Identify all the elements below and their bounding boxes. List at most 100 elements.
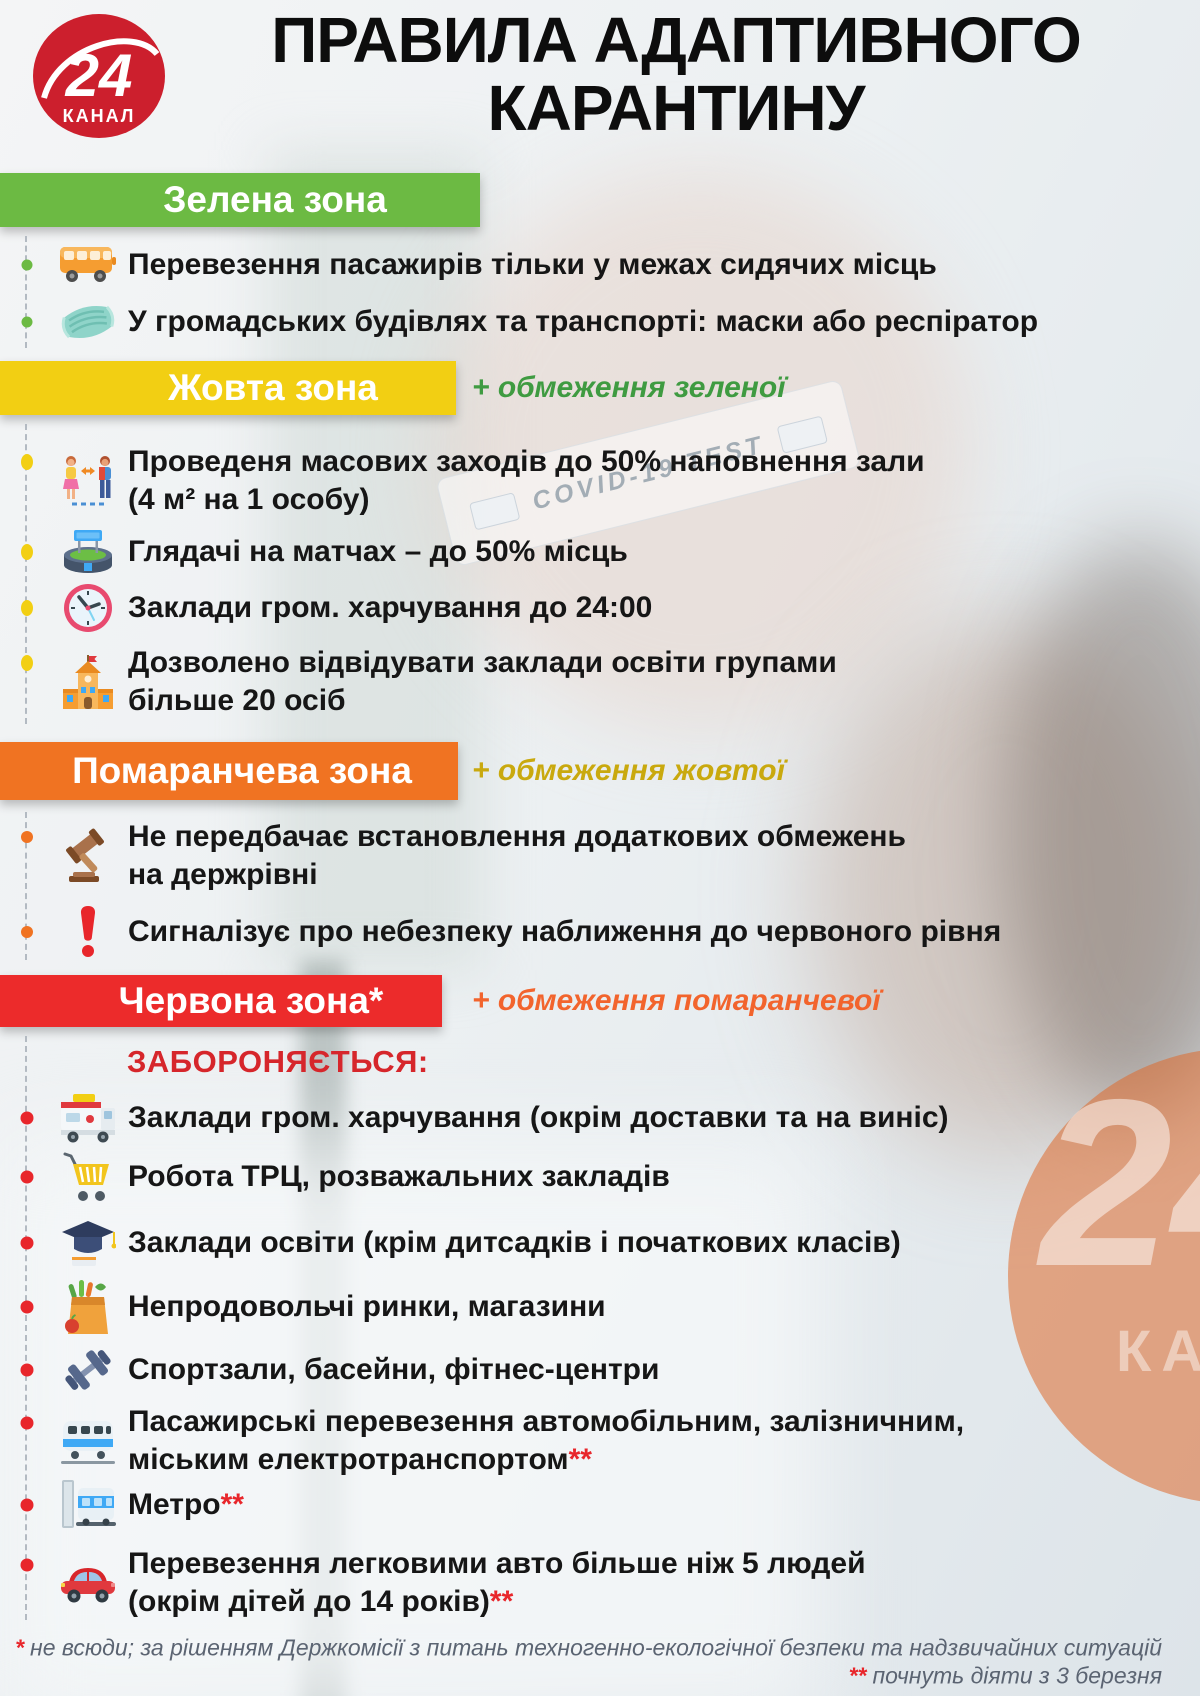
food-truck-icon [48, 1092, 128, 1144]
rule-text: Дозволено відвідувати заклади освіти гру… [128, 646, 837, 679]
asterisk-marker: ** [489, 1585, 514, 1618]
zone-rail-red [25, 1036, 27, 1620]
bullet-dot [21, 454, 33, 470]
zone-title-orange: Помаранчева зона [72, 750, 412, 791]
rule-item: Непродовольчі ринки, магазини [48, 1278, 1186, 1336]
rule-item: Не передбачає встановлення додаткових об… [48, 818, 1186, 894]
watermark-kanal: КАНАЛ [1116, 1319, 1200, 1384]
zone-banner-red: Червона зона* [0, 975, 442, 1027]
logo-swoosh [41, 38, 160, 99]
school-icon [48, 653, 128, 711]
rule-item: Перевезення легковими авто більше ніж 5 … [48, 1545, 1186, 1621]
watermark-24: 24 [1040, 1051, 1200, 1316]
rule-text: Пасажирські перевезення автомобільним, з… [128, 1405, 965, 1438]
bullet-dot [20, 1170, 34, 1184]
rule-item: Заклади освіти (крім дитсадків і початко… [48, 1217, 1186, 1269]
graduation-cap-icon [48, 1217, 128, 1269]
zone-note-yellow: + обмеження зеленої [472, 371, 786, 404]
bullet-dot [20, 1498, 34, 1512]
rule-text: Заклади освіти (крім дитсадків і початко… [128, 1226, 901, 1259]
clock-icon [48, 582, 128, 634]
logo-label: КАНАЛ [63, 106, 136, 126]
rule-item: Метро** [48, 1478, 1186, 1532]
rule-item: Глядачі на матчах – до 50% місць [48, 527, 1186, 577]
rule-text: на держрівні [128, 858, 318, 891]
shopping-cart-icon [48, 1151, 128, 1203]
rule-text: Глядачі на матчах – до 50% місць [128, 535, 628, 568]
footnote-double-asterisk: ** почнуть діяти з 3 березня [848, 1662, 1162, 1689]
dumbbell-icon [48, 1342, 128, 1398]
background-face-blob [810, 620, 1200, 1160]
rule-item: Заклади гром. харчування (окрім доставки… [48, 1092, 1186, 1144]
bullet-dot [21, 316, 33, 328]
bullet-dot [21, 655, 33, 671]
exclamation-icon [48, 904, 128, 960]
bullet-dot [20, 1363, 34, 1377]
rule-text: більше 20 осіб [128, 684, 346, 717]
rule-text: Спортзали, басейни, фітнес-центри [128, 1353, 660, 1386]
bullet-dot [21, 259, 33, 271]
rule-text: Заклади гром. харчування до 24:00 [128, 591, 653, 624]
rule-item: Дозволено відвідувати заклади освіти гру… [48, 644, 1186, 720]
social-distance-icon [48, 453, 128, 509]
zone-title-green: Зелена зона [163, 179, 387, 220]
rule-item: Перевезення пасажирів тільки у межах сид… [48, 243, 1186, 287]
background-glass-band [268, 150, 483, 970]
bullet-dot [20, 1300, 34, 1314]
page-title-line1: ПРАВИЛА АДАПТИВНОГО [271, 4, 1082, 76]
asterisk-marker: * [15, 1634, 25, 1661]
zone-title-yellow: Жовта зона [168, 367, 378, 408]
bullet-dot [21, 544, 33, 560]
grocery-bag-icon [48, 1278, 128, 1336]
rule-item: У громадських будівлях та транспорті: ма… [48, 298, 1186, 346]
bullet-dot [20, 1416, 34, 1430]
rule-item: Пасажирські перевезення автомобільним, з… [48, 1403, 1186, 1479]
zone-note-red: + обмеження помаранчевої [472, 984, 881, 1017]
channel-24-logo: 24 КАНАЛ [28, 12, 170, 145]
car-icon [48, 1560, 128, 1606]
zone-banner-green: Зелена зона [0, 173, 480, 227]
medical-mask-icon [48, 298, 128, 346]
rule-text: Не передбачає встановлення додаткових об… [128, 820, 906, 853]
rule-text: (4 м² на 1 особу) [128, 483, 370, 516]
bullet-dot [20, 1236, 34, 1250]
rule-item: Сигналізує про небезпеку наближення до ч… [48, 904, 1186, 960]
page-title-line2: КАРАНТИНУ [487, 72, 866, 144]
asterisk-marker: ** [568, 1443, 592, 1476]
rule-text: Сигналізує про небезпеку наближення до ч… [128, 915, 1002, 948]
rule-text: Робота ТРЦ, розважальних закладів [128, 1160, 670, 1193]
bullet-dot [20, 1558, 34, 1572]
logo-number: 24 [65, 42, 133, 109]
rule-item: Спортзали, басейни, фітнес-центри [48, 1342, 1186, 1398]
page-title: ПРАВИЛА АДАПТИВНОГО КАРАНТИНУ [170, 6, 1182, 142]
zone-rail-yellow [25, 424, 27, 724]
rule-text: (окрім дітей до 14 років) [128, 1585, 490, 1618]
zone-note-orange: + обмеження жовтої [472, 754, 785, 787]
footnote-single-asterisk: * не всюди; за рішенням Держкомісії з пит… [15, 1634, 1162, 1661]
train-icon [48, 1415, 128, 1467]
rule-item: Заклади гром. харчування до 24:00 [48, 582, 1186, 634]
rule-text: Перевезення пасажирів тільки у межах сид… [128, 248, 937, 281]
asterisk-marker: ** [220, 1488, 244, 1521]
rule-text: Метро [128, 1488, 221, 1521]
rule-text: міським електротранспортом [128, 1443, 569, 1476]
zone-banner-yellow: Жовта зона [0, 361, 456, 415]
bullet-dot [21, 926, 33, 938]
rule-text: Непродовольчі ринки, магазини [128, 1290, 606, 1323]
zone-rail-orange [25, 812, 27, 960]
rule-text: Заклади гром. харчування (окрім доставки… [128, 1101, 949, 1134]
zone-title-red: Червона зона* [118, 980, 384, 1021]
stadium-icon [48, 527, 128, 577]
bullet-dot [20, 1111, 34, 1125]
bullet-dot [21, 831, 33, 843]
zone-rail-green [25, 236, 27, 348]
metro-icon [48, 1478, 128, 1532]
rule-text: У громадських будівлях та транспорті: ма… [128, 305, 1039, 338]
gavel-icon [48, 828, 128, 884]
zone-banner-orange: Помаранчева зона [0, 742, 458, 800]
bullet-dot [21, 600, 33, 616]
prohibited-label: ЗАБОРОНЯЄТЬСЯ: [127, 1044, 429, 1079]
rule-text: Проведеня масових заходів до 50% наповне… [128, 445, 925, 478]
bus-icon [48, 243, 128, 287]
